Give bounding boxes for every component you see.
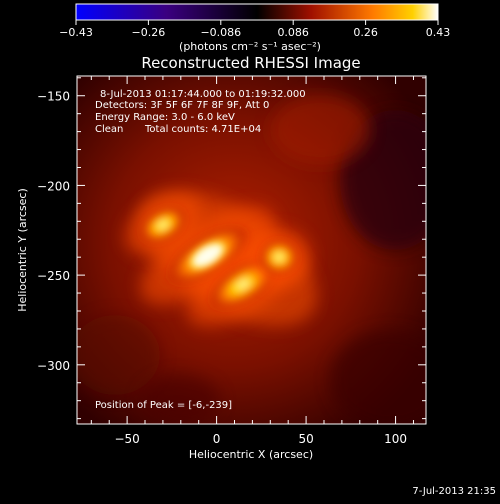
x-tick-label: 0: [213, 432, 221, 446]
emission-source: [139, 205, 187, 244]
annotation-peak: Position of Peak = [-6,-239]: [95, 400, 232, 411]
x-tick-label: 100: [384, 432, 407, 446]
colorbar-tick-label: 0.086: [277, 26, 309, 39]
chart-title: Reconstructed RHESSI Image: [141, 54, 360, 72]
colorbar-unit-label: (photons cm⁻² s⁻¹ asec⁻²): [179, 40, 321, 53]
y-tick-label: −250: [37, 269, 70, 283]
plot-timestamp: 7-Jul-2013 21:35: [412, 486, 496, 497]
colorbar-tick-label: −0.43: [59, 26, 93, 39]
colorbar-tick-label: 0.43: [426, 26, 451, 39]
y-tick-label: −150: [37, 90, 70, 104]
annotation-energy: Energy Range: 3.0 - 6.0 keV: [95, 112, 235, 123]
y-axis: −150 −200 −250 −300: [37, 77, 426, 420]
annotation-time-range: 8-Jul-2013 01:17:44.000 to 01:19:32.000: [100, 89, 306, 100]
x-axis-label: Heliocentric X (arcsec): [189, 448, 313, 461]
colorbar-tick-label: −0.086: [200, 26, 241, 39]
x-tick-label: −50: [114, 432, 139, 446]
annotation-algorithm: Clean: [95, 124, 123, 135]
colorbar-tick-label: −0.26: [132, 26, 166, 39]
y-tick-label: −200: [37, 179, 70, 193]
peak-core: [191, 243, 224, 268]
annotation-detectors: Detectors: 3F 5F 6F 7F 8F 9F, Att 0: [95, 100, 269, 111]
colorbar-gradient: [75, 3, 439, 21]
colorbar-tick-label: 0.26: [353, 26, 378, 39]
emission-sources: [124, 194, 312, 326]
x-tick-label: 50: [298, 432, 313, 446]
colorbar: −0.43 −0.26 −0.086 0.086 0.26 0.43 (photons c…: [59, 3, 450, 53]
plot-frame: [76, 75, 427, 425]
y-axis-label: Heliocentric Y (arcsec): [16, 188, 29, 312]
annotation-counts: Total counts: 4.71E+04: [144, 124, 261, 135]
heatmap-image: [77, 76, 426, 424]
emission-source: [259, 239, 300, 276]
colorbar-ticks: −0.43 −0.26 −0.086 0.086 0.26 0.43: [59, 20, 450, 39]
y-tick-label: −300: [37, 359, 70, 373]
x-axis: −50 0 50 100: [90, 76, 414, 446]
